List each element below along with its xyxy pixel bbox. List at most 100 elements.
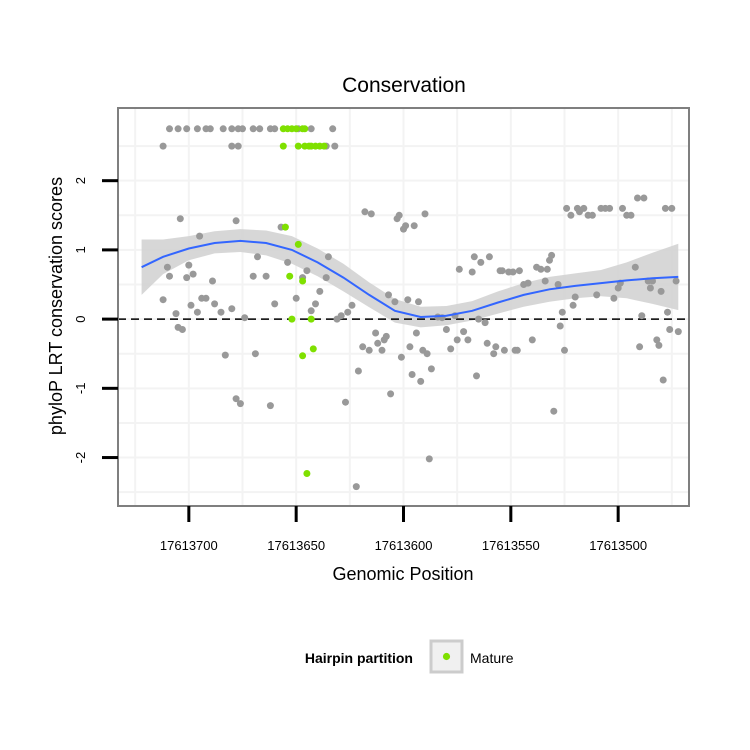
data-point (249, 272, 257, 280)
data-point (211, 300, 219, 308)
data-point (569, 301, 577, 309)
data-point (307, 307, 315, 315)
data-point (251, 350, 259, 358)
y-tick-label: -1 (73, 383, 88, 395)
mature-data-point (279, 142, 287, 150)
data-point (174, 125, 182, 133)
data-point (236, 400, 244, 408)
data-point (425, 455, 433, 463)
data-point (485, 253, 493, 261)
data-point (163, 263, 171, 271)
data-point (256, 125, 264, 133)
data-point (337, 312, 345, 320)
mature-data-point (301, 125, 309, 133)
data-point (464, 336, 472, 344)
data-point (657, 287, 665, 295)
data-point (475, 315, 483, 323)
data-point (455, 265, 463, 273)
data-point (228, 142, 236, 150)
data-point (374, 339, 382, 347)
data-point (316, 287, 324, 295)
data-point (567, 211, 575, 219)
data-point (354, 367, 362, 375)
data-point (183, 125, 191, 133)
mature-data-point (320, 142, 328, 150)
data-point (634, 194, 641, 202)
data-point (234, 142, 242, 150)
legend-label-mature: Mature (470, 650, 514, 666)
data-point (232, 217, 240, 225)
data-point (473, 372, 480, 380)
data-point (189, 270, 197, 278)
data-point (421, 210, 429, 218)
data-point (509, 268, 517, 276)
data-point (359, 343, 367, 351)
data-point (382, 332, 390, 340)
data-point (166, 272, 173, 280)
data-point (202, 294, 210, 302)
data-point (228, 305, 236, 313)
data-point (627, 211, 635, 219)
data-point (254, 253, 261, 261)
data-point (498, 267, 506, 275)
data-point (193, 125, 201, 133)
data-point (262, 272, 270, 280)
data-point (477, 258, 485, 266)
data-point (610, 294, 618, 302)
data-point (490, 350, 498, 358)
data-point (391, 298, 399, 306)
data-point (412, 329, 420, 337)
data-point (410, 222, 418, 230)
data-point (588, 211, 596, 219)
data-point (284, 258, 292, 266)
data-point (417, 377, 425, 385)
data-point (500, 346, 508, 354)
data-point (571, 293, 579, 301)
data-point (342, 398, 349, 406)
legend-title: Hairpin partition (305, 650, 413, 666)
data-point (372, 329, 380, 337)
mature-data-point (299, 277, 307, 285)
data-point (166, 125, 173, 133)
data-point (646, 284, 654, 292)
x-axis-title: Genomic Position (332, 564, 473, 584)
data-point (593, 291, 601, 299)
mature-data-point (309, 345, 317, 353)
data-point (556, 322, 564, 330)
x-axis: 17613700 17613650 17613600 17613550 17613500 (160, 506, 647, 553)
mature-data-point (307, 315, 315, 323)
data-point (659, 376, 667, 384)
data-point (408, 371, 416, 378)
x-tick-label: 17613700 (160, 538, 218, 553)
data-point (232, 395, 240, 403)
x-tick-label: 17613550 (482, 538, 540, 553)
data-point (492, 343, 500, 351)
data-point (655, 341, 663, 349)
data-point (266, 402, 274, 410)
plot-panel (117, 107, 690, 507)
mature-data-point (299, 352, 307, 360)
x-tick-label: 17613650 (267, 538, 325, 553)
x-tick-label: 17613500 (589, 538, 647, 553)
data-point (193, 308, 201, 316)
data-point (423, 350, 431, 358)
data-point (329, 125, 337, 133)
data-point (515, 267, 523, 275)
x-tick-label: 17613600 (375, 538, 433, 553)
data-point (427, 365, 435, 373)
data-point (307, 125, 315, 133)
data-point (241, 314, 249, 322)
y-tick-label: 2 (73, 177, 88, 184)
data-point (481, 319, 489, 327)
data-point (348, 301, 356, 309)
data-point (367, 210, 375, 218)
data-point (239, 125, 246, 133)
data-point (537, 265, 545, 273)
data-point (221, 351, 229, 359)
data-point (159, 296, 167, 304)
data-point (402, 222, 410, 230)
data-point (638, 312, 646, 320)
data-point (415, 298, 422, 306)
data-point (183, 274, 191, 282)
